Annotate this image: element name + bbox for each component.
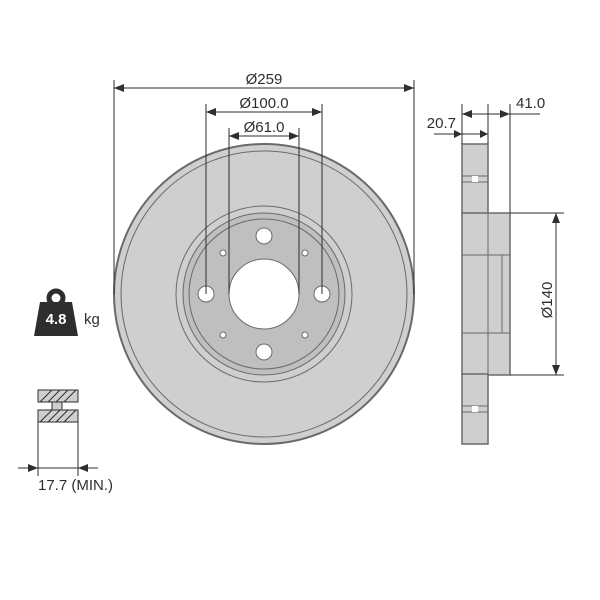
locator-hole [302,250,308,256]
technical-drawing: TEXTAR Ø259 Ø [0,0,600,600]
weight-indicator: 4.8 kg [34,291,100,336]
locator-hole [220,332,226,338]
dim-pcd: Ø100.0 [239,95,288,112]
center-bore [229,259,299,329]
dim-min-thickness: 17.7 (MIN.) [38,477,113,494]
weight-value: 4.8 [46,311,67,328]
mini-cross-section [38,390,78,422]
dim-hub-diameter: Ø140 [539,282,556,319]
disc-front-view [114,144,414,444]
dim-offset: 41.0 [516,95,545,112]
disc-side-view [462,144,510,444]
min-thickness-dimension: 17.7 (MIN.) [18,422,113,494]
weight-unit: kg [84,311,100,328]
dim-thickness: 20.7 [427,115,456,132]
bolt-hole [256,344,272,360]
bolt-hole [256,228,272,244]
side-right-dimension: Ø140 [510,213,564,375]
locator-hole [220,250,226,256]
dim-center-bore: Ø61.0 [244,119,285,136]
locator-hole [302,332,308,338]
dim-outer-diameter: Ø259 [246,71,283,88]
